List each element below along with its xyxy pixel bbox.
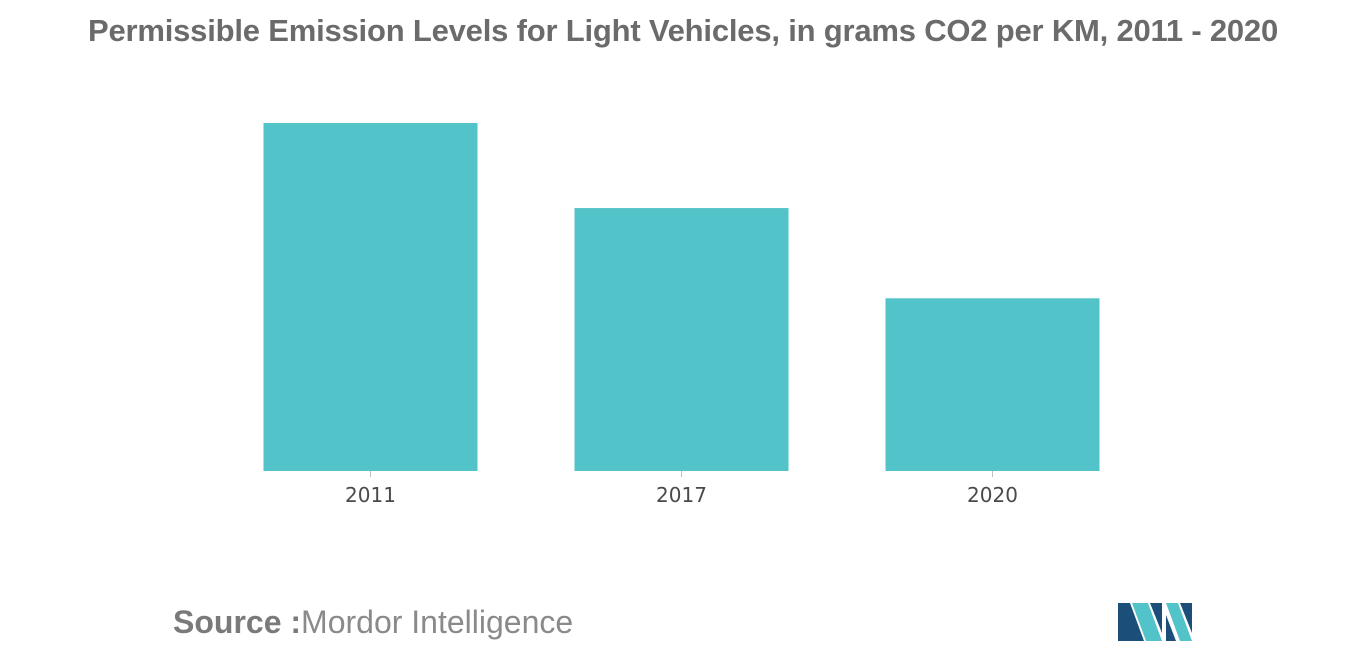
bar-2020	[885, 298, 1100, 471]
bar-2011	[263, 123, 478, 471]
source-label: Source :	[173, 604, 302, 640]
x-axis-ticks	[370, 471, 993, 477]
mordor-intelligence-logo-icon	[1118, 603, 1192, 641]
source-text: Mordor Intelligence	[301, 604, 574, 640]
x-axis-tick-labels: 2011 2017 2020	[345, 483, 1018, 507]
x-tick-label-2017: 2017	[656, 483, 707, 507]
bar-2017	[574, 208, 789, 472]
chart-title: Permissible Emission Levels for Light Ve…	[87, 13, 1279, 48]
x-tick-label-2020: 2020	[967, 483, 1018, 507]
bar-group	[263, 123, 1100, 472]
x-tick-label-2011: 2011	[345, 483, 396, 507]
source-note: Source :Mordor Intelligence	[173, 604, 573, 641]
